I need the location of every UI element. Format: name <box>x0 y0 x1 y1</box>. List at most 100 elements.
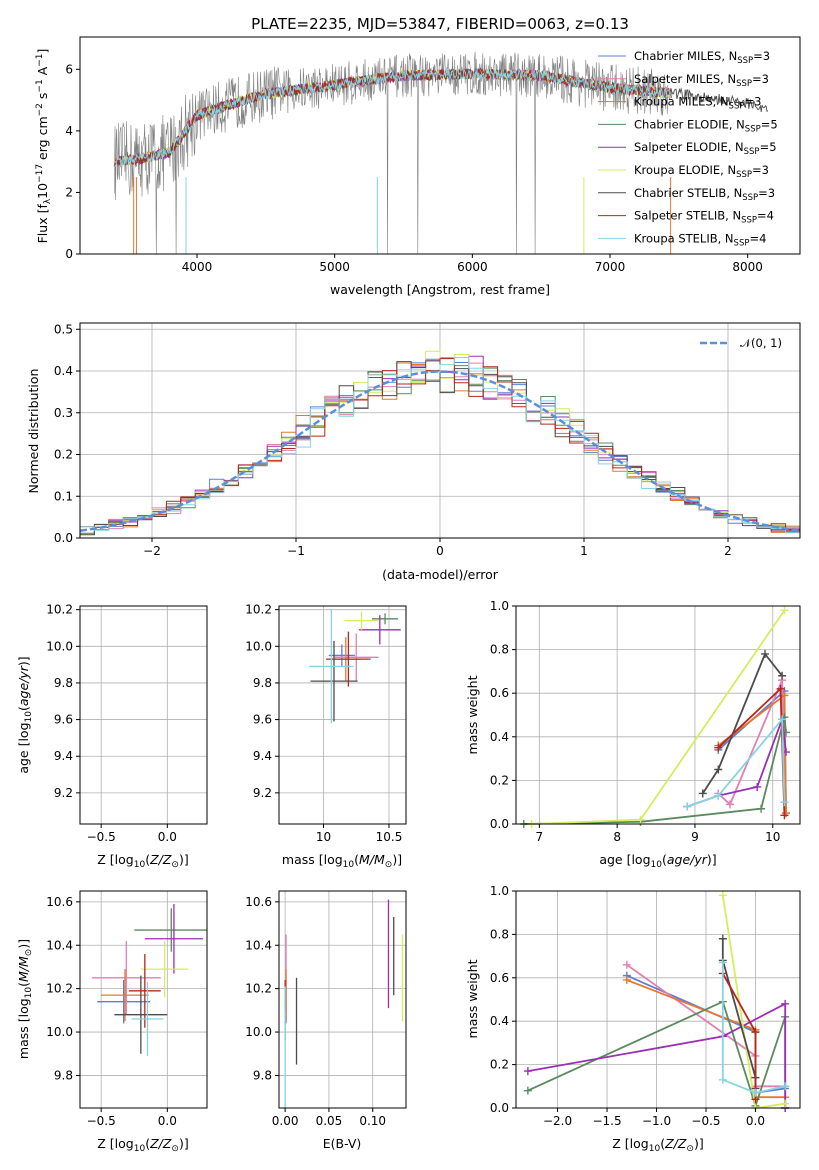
legend-label-value: =3 <box>744 95 761 109</box>
y-tick-label: 9.2 <box>54 786 73 800</box>
weight-vs-age-ticks: 7 8 9 10 0.0 0.2 0.4 0.6 0.8 1.0 <box>490 599 781 844</box>
legend-label-text: Chabrier STELIB, N <box>634 186 742 200</box>
legend-label-sub: SSP <box>745 124 761 134</box>
ylabel-part: ] <box>35 49 50 54</box>
weight-marker <box>718 958 727 967</box>
mass-vs-Z-frame <box>79 890 208 1109</box>
weight-vs-age-plot-area <box>516 605 800 828</box>
weight-vs-age-panel: 7 8 9 10 0.0 0.2 0.4 0.6 0.8 1.0 age [log10(age/y… <box>465 599 801 870</box>
ylabel-sup: −17 <box>35 164 45 183</box>
mass-vs-Z-ylabel: mass [log10(M/M⊙)] <box>16 939 34 1059</box>
ylabel-part: A <box>35 66 50 79</box>
age-vs-mass-plot-area <box>279 606 406 824</box>
x-tick-label: −0.5 <box>691 1114 720 1128</box>
mass-vs-Z-xlabel: Z [log10(Z/Z⊙)] <box>97 1136 188 1154</box>
x-tick-label: 2 <box>724 544 732 558</box>
age-vs-mass-xlabel: mass [log10(M/M⊙)] <box>282 852 402 870</box>
weight-marker <box>718 934 727 943</box>
y-tick-label: 6 <box>65 62 73 76</box>
weight-marker <box>781 1099 790 1108</box>
y-tick-label: 10.0 <box>245 1025 272 1039</box>
weight-series-line <box>527 1002 787 1108</box>
weight-marker <box>778 671 787 680</box>
weight-marker <box>622 960 631 969</box>
spectrum-plot-area <box>113 51 769 254</box>
mass-vs-Z-ticks: −0.5 0.0 9.8 10.0 10.2 10.4 10.6 <box>46 895 177 1128</box>
legend-label-text: Kroupa ELODIE, N <box>634 163 736 177</box>
weight-marker <box>760 649 769 658</box>
x-tick-label: −2 <box>143 544 161 558</box>
spectrum-ticks: 4000 5000 6000 7000 8000 0 2 4 6 <box>65 62 763 274</box>
weight-series-line <box>701 652 783 794</box>
x-tick-label: −1.0 <box>642 1114 671 1128</box>
age-vs-Z-plot-area <box>80 606 207 824</box>
ylabel-sup: −2 <box>35 103 45 116</box>
age-vs-Z-ticks: −0.5 0.0 9.2 9.4 9.6 9.8 10.0 10.2 <box>46 603 177 844</box>
y-tick-label: 10.6 <box>46 895 73 909</box>
legend-label-sub: SSP <box>741 216 757 226</box>
mass-vs-ebv-plot-area <box>279 891 406 1108</box>
x-tick-label: 4000 <box>182 260 213 274</box>
y-tick-label: 0.0 <box>490 1101 509 1115</box>
y-tick-label: 9.4 <box>253 749 272 763</box>
weight-marker <box>751 1088 760 1097</box>
mass-vs-ebv-panel: 0.00 0.05 0.10 9.8 10.0 10.2 10.4 10.6 E(B-V) <box>245 890 407 1151</box>
x-tick-label: 8000 <box>732 260 763 274</box>
legend-label: Salpeter MILES, NSSP=3 <box>634 72 769 89</box>
legend-label-text: Salpeter MILES, N <box>634 72 736 86</box>
legend-label-value: =3 <box>758 186 775 200</box>
legend-label-sub: SSP <box>736 79 752 89</box>
weight-vs-Z-xlabel: Z [log10(Z/Z⊙)] <box>612 1136 703 1154</box>
weight-marker <box>780 606 789 615</box>
residual-panel: −2 −1 0 1 2 0.0 0.1 0.2 0.3 0.4 0.5 (data-model)/e… <box>26 322 801 582</box>
legend-label: Kroupa ELODIE, NSSP=3 <box>634 163 769 180</box>
x-tick-label: −1 <box>287 544 305 558</box>
observed-spectrum-line <box>114 51 669 254</box>
weight-marker <box>781 999 790 1008</box>
weight-series-line <box>686 716 786 808</box>
weight-marker <box>725 800 734 809</box>
y-tick-label: 10.6 <box>245 895 272 909</box>
weight-marker <box>683 802 692 811</box>
y-tick-label: 9.2 <box>253 786 272 800</box>
y-tick-label: 9.8 <box>253 676 272 690</box>
x-tick-label: 0.0 <box>746 1114 765 1128</box>
ylabel-part: erg cm <box>35 116 50 164</box>
legend-label-sub: SSP <box>734 238 750 248</box>
y-tick-label: 10.4 <box>46 938 73 952</box>
y-tick-label: 0.0 <box>54 531 73 545</box>
y-tick-label: 0.8 <box>490 643 509 657</box>
weight-series-line <box>531 609 786 825</box>
weight-marker <box>523 1086 532 1095</box>
ylabel-sup: −1 <box>35 79 45 92</box>
ylabel-sub: λ <box>43 198 53 204</box>
errorbar-group <box>309 609 401 724</box>
weight-series-line <box>721 895 786 1110</box>
legend-label-text: Kroupa STELIB, N <box>634 231 734 245</box>
legend-label: Kroupa STELIB, NSSP=4 <box>634 231 766 248</box>
weight-vs-age-xlabel: age [log10(age/yr)] <box>599 852 716 870</box>
x-tick-label: 0.0 <box>158 830 177 844</box>
mass-vs-Z-panel: −0.5 0.0 9.8 10.0 10.2 10.4 10.6 Z [log10(Z/Z⊙… <box>16 890 208 1154</box>
y-tick-label: 0.2 <box>54 448 73 462</box>
x-tick-label: 0.10 <box>359 1114 386 1128</box>
weight-marker <box>714 791 723 800</box>
legend-label-value: =3 <box>753 49 770 63</box>
weight-vs-Z-ticks: −2.0 −1.5 −1.0 −0.5 0.0 0.0 0.2 0.4 0.6 0.8 1.0 <box>490 884 765 1128</box>
ylabel-part: s <box>35 93 50 104</box>
x-tick-label: −1.5 <box>592 1114 621 1128</box>
x-tick-label: 0.00 <box>272 1114 299 1128</box>
x-tick-label: 0 <box>436 544 444 558</box>
y-tick-label: 0.1 <box>54 489 73 503</box>
model-spectrum-line <box>114 68 673 168</box>
legend-label: Chabrier ELODIE, NSSP=5 <box>634 117 778 134</box>
mass-vs-ebv-ticks: 0.00 0.05 0.10 9.8 10.0 10.2 10.4 10.6 <box>245 895 386 1128</box>
legend-label-value: =4 <box>757 209 774 223</box>
x-tick-label: 1 <box>580 544 588 558</box>
legend-label-text: Salpeter ELODIE, N <box>634 140 744 154</box>
y-tick-label: 0.2 <box>490 1058 509 1072</box>
ylabel-part: 10 <box>35 183 50 199</box>
weight-marker <box>698 789 707 798</box>
weight-vs-Z-panel: −2.0 −1.5 −1.0 −0.5 0.0 0.0 0.2 0.4 0.6 0.8 1.0 Z … <box>465 884 801 1154</box>
